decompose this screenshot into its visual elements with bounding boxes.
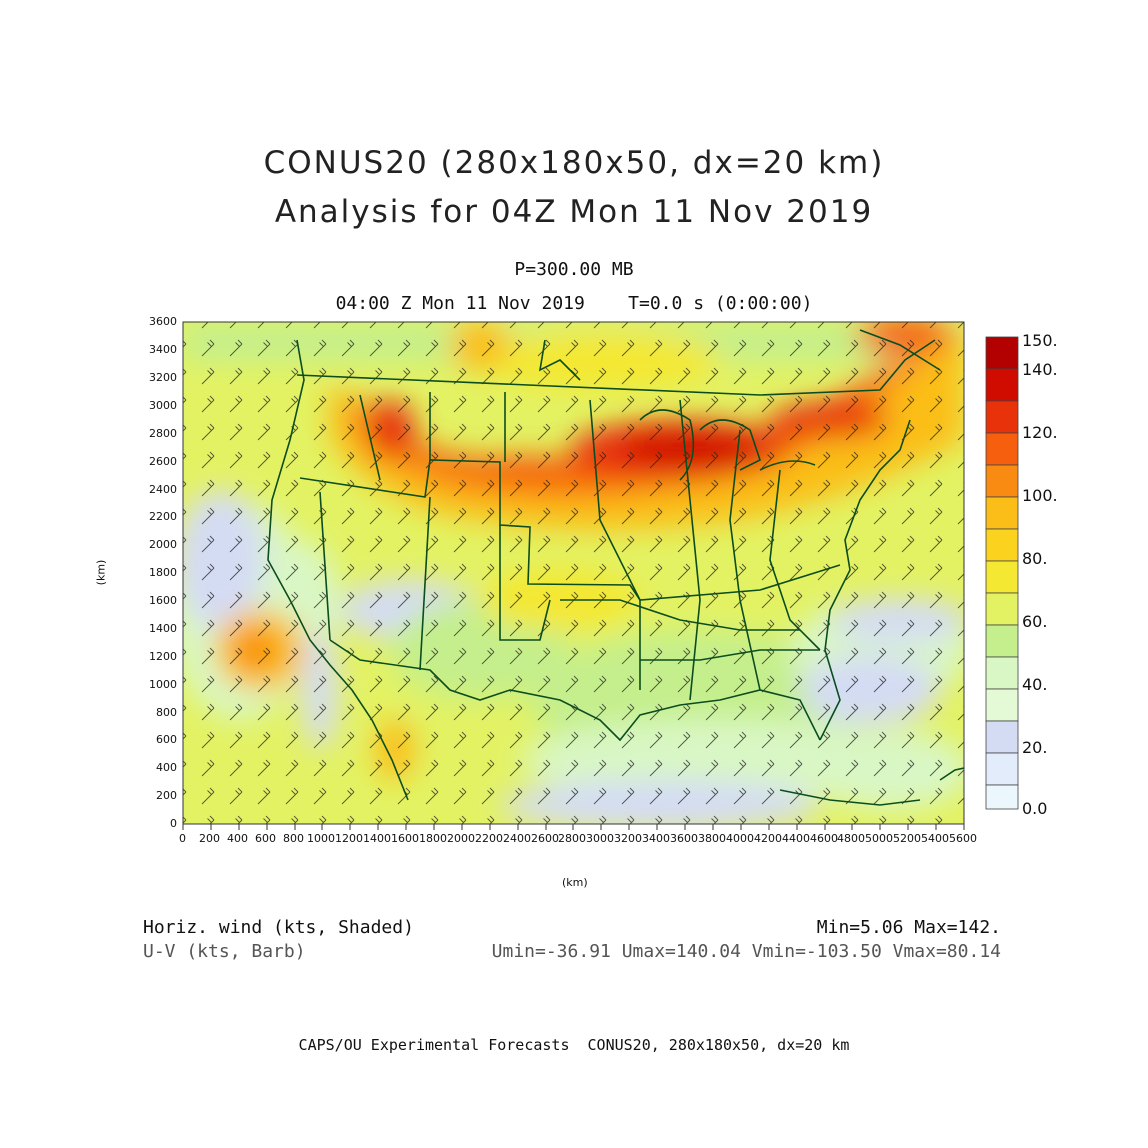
colorbar-label: 150. xyxy=(1022,331,1058,350)
colorbar xyxy=(985,336,1019,810)
x-tick: 5600 xyxy=(949,832,977,845)
y-tick: 400 xyxy=(156,761,177,774)
y-tick: 600 xyxy=(156,733,177,746)
x-tick: 3200 xyxy=(614,832,642,845)
x-tick: 800 xyxy=(283,832,304,845)
y-tick: 2200 xyxy=(149,510,177,523)
chart-subtitle: Analysis for 04Z Mon 11 Nov 2019 xyxy=(274,194,874,230)
x-tick: 2600 xyxy=(531,832,559,845)
x-axis-ticks xyxy=(182,824,965,830)
x-tick: 4400 xyxy=(782,832,810,845)
x-tick: 4000 xyxy=(726,832,754,845)
x-tick: 200 xyxy=(199,832,220,845)
y-tick: 3400 xyxy=(149,343,177,356)
legend-uv-range: Umin=-36.91 Umax=140.04 Vmin=-103.50 Vma… xyxy=(491,941,1001,962)
x-tick: 3800 xyxy=(698,832,726,845)
pressure-level: P=300.00 MB xyxy=(514,259,634,280)
colorbar-label: 0.0 xyxy=(1022,799,1048,818)
x-tick: 4800 xyxy=(837,832,865,845)
y-tick: 2600 xyxy=(149,455,177,468)
legend-min-max: Min=5.06 Max=142. xyxy=(816,917,1001,938)
colorbar-label: 140. xyxy=(1022,360,1058,379)
x-tick: 400 xyxy=(227,832,248,845)
colorbar-label: 20. xyxy=(1022,738,1048,757)
x-tick: 5200 xyxy=(893,832,921,845)
colorbar-label: 80. xyxy=(1022,549,1048,568)
x-tick: 600 xyxy=(255,832,276,845)
y-tick: 2800 xyxy=(149,427,177,440)
y-tick: 3000 xyxy=(149,399,177,412)
x-tick: 2800 xyxy=(558,832,586,845)
y-tick: 200 xyxy=(156,789,177,802)
y-tick: 1400 xyxy=(149,622,177,635)
colorbar-label: 40. xyxy=(1022,675,1048,694)
x-tick: 1800 xyxy=(419,832,447,845)
x-tick: 0 xyxy=(179,832,186,845)
y-tick: 2400 xyxy=(149,483,177,496)
x-tick: 1200 xyxy=(335,832,363,845)
y-tick: 3200 xyxy=(149,371,177,384)
map-borders xyxy=(267,329,964,806)
chart-title: CONUS20 (280x180x50, dx=20 km) xyxy=(263,145,885,181)
valid-time: 04:00 Z Mon 11 Nov 2019 T=0.0 s (0:00:00… xyxy=(335,293,813,314)
y-axis-unit: (km) xyxy=(94,559,108,586)
y-tick: 2000 xyxy=(149,538,177,551)
colorbar-label: 100. xyxy=(1022,486,1058,505)
y-tick: 800 xyxy=(156,706,177,719)
x-tick: 1600 xyxy=(391,832,419,845)
x-tick: 3600 xyxy=(670,832,698,845)
colorbar-label: 120. xyxy=(1022,423,1058,442)
y-tick: 3600 xyxy=(149,315,177,328)
wind-speed-shading xyxy=(183,322,964,824)
footer-credit: CAPS/OU Experimental Forecasts CONUS20, … xyxy=(298,1036,850,1054)
legend-field-shaded: Horiz. wind (kts, Shaded) xyxy=(143,917,414,938)
y-tick: 1800 xyxy=(149,566,177,579)
x-tick: 2400 xyxy=(503,832,531,845)
y-tick: 0 xyxy=(170,817,177,830)
legend-field-barb: U-V (kts, Barb) xyxy=(143,941,306,962)
x-axis-unit: (km) xyxy=(562,876,588,889)
x-tick: 2200 xyxy=(475,832,503,845)
colorbar-label: 60. xyxy=(1022,612,1048,631)
y-tick: 1200 xyxy=(149,650,177,663)
x-tick: 3400 xyxy=(642,832,670,845)
x-tick: 4600 xyxy=(810,832,838,845)
x-tick: 1000 xyxy=(307,832,335,845)
x-tick: 5400 xyxy=(921,832,949,845)
x-tick: 4200 xyxy=(754,832,782,845)
y-tick: 1000 xyxy=(149,678,177,691)
x-tick: 3000 xyxy=(586,832,614,845)
x-tick: 2000 xyxy=(447,832,475,845)
x-tick: 1400 xyxy=(363,832,391,845)
x-tick: 5000 xyxy=(865,832,893,845)
y-tick: 1600 xyxy=(149,594,177,607)
